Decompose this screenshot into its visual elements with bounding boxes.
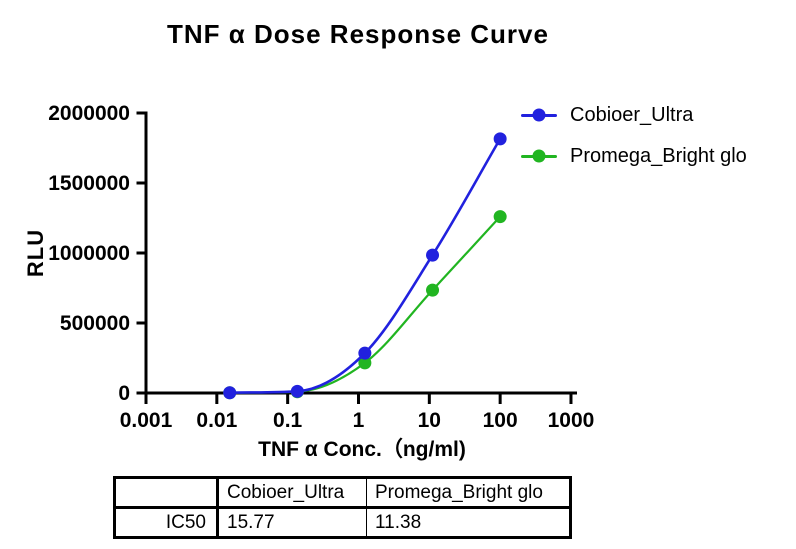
legend-line-icon [521,108,557,122]
y-tick-label: 1500000 [48,172,130,195]
y-tick-label: 500000 [60,312,130,335]
data-point-cobioer-ultra [290,384,304,398]
y-tick-label: 1000000 [48,242,130,265]
table-header-cobioer: Cobioer_Ultra [217,477,367,509]
ic50-row-label: IC50 [114,507,219,538]
x-tick-label: 100 [483,409,518,432]
x-tick-label: 10 [418,409,441,432]
ic50-value-promega: 11.38 [366,507,571,538]
x-tick-label: 0.01 [196,409,237,432]
data-point-cobioer-ultra [426,248,440,262]
dose-response-plot: 0.001 0.01 0.1 1 10 100 1000 0 500000 1000000 1500… [48,102,595,432]
x-tick-label: 0.1 [273,409,303,432]
legend-label: Cobioer_Ultra [570,103,694,126]
table-header-row: Cobioer_Ultra Promega_Bright glo [114,477,571,509]
legend-label: Promega_Bright glo [570,144,747,167]
x-tick-label: 1000 [548,409,595,432]
legend-item-promega-bright-glo: Promega_Bright glo [521,145,747,167]
data-point-promega-bright-glo [493,210,507,224]
legend-line-icon [521,149,557,163]
data-point-cobioer-ultra [358,346,372,360]
x-axis-title: TNF α Conc.（ng/ml) [258,438,466,461]
table-row: IC50 15.77 11.38 [114,507,571,538]
data-point-cobioer-ultra [493,132,507,146]
chart-title: TNF α Dose Response Curve [167,19,549,49]
x-tick-label: 1 [353,409,365,432]
data-point-promega-bright-glo [426,283,440,297]
data-point-promega-bright-glo [358,356,372,370]
data-point-cobioer-ultra [223,386,237,400]
x-tick-label: 0.001 [120,409,173,432]
y-tick-label: 0 [118,382,130,405]
ic50-value-cobioer: 15.77 [217,507,367,538]
series-line-cobioer-ultra [228,137,502,394]
legend-dot-icon [532,108,546,122]
table-header-promega: Promega_Bright glo [366,477,571,509]
y-axis-title: RLU [23,228,48,278]
table-header-blank [114,477,219,509]
ic50-table: Cobioer_Ultra Promega_Bright glo IC50 15… [113,476,572,539]
legend-item-cobioer-ultra: Cobioer_Ultra [521,104,693,126]
legend-dot-icon [532,149,546,163]
y-tick-label: 2000000 [48,102,130,125]
